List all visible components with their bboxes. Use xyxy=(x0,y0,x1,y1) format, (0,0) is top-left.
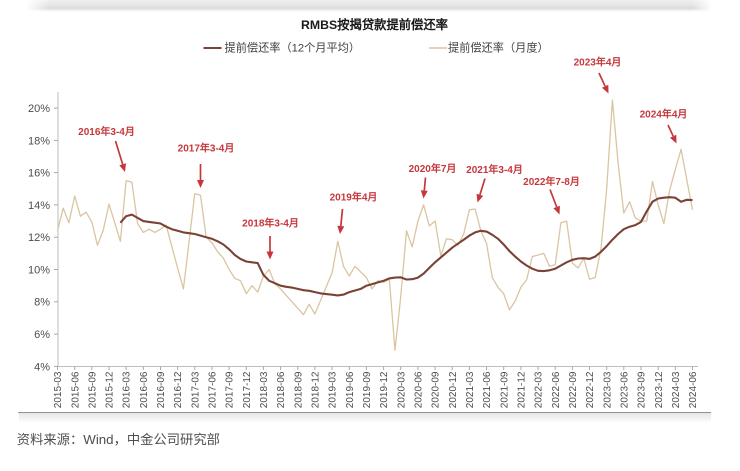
svg-text:12%: 12% xyxy=(28,232,50,244)
svg-text:2016-03: 2016-03 xyxy=(122,371,133,408)
svg-text:2015-12: 2015-12 xyxy=(105,371,116,408)
svg-text:2016-12: 2016-12 xyxy=(173,371,184,408)
svg-text:2018-03: 2018-03 xyxy=(259,371,270,408)
svg-text:2022-12: 2022-12 xyxy=(585,371,596,408)
svg-text:2017-03: 2017-03 xyxy=(190,371,201,408)
svg-text:2020-03: 2020-03 xyxy=(396,371,407,408)
svg-text:2015-06: 2015-06 xyxy=(70,371,81,408)
svg-text:2024-06: 2024-06 xyxy=(688,371,699,408)
svg-text:2022年7-8月: 2022年7-8月 xyxy=(523,175,580,188)
svg-text:2017-06: 2017-06 xyxy=(208,371,219,408)
svg-text:2023-12: 2023-12 xyxy=(654,371,665,408)
svg-text:16%: 16% xyxy=(28,168,50,180)
svg-text:6%: 6% xyxy=(34,329,50,341)
svg-text:2021-06: 2021-06 xyxy=(482,371,493,408)
svg-text:2023年4月: 2023年4月 xyxy=(574,56,622,69)
svg-text:2023-03: 2023-03 xyxy=(602,371,613,408)
svg-text:2021年3-4月: 2021年3-4月 xyxy=(466,163,523,176)
svg-text:提前偿还率（12个月平均）: 提前偿还率（12个月平均） xyxy=(225,41,361,55)
svg-text:RMBS按揭贷款提前偿还率: RMBS按揭贷款提前偿还率 xyxy=(301,17,448,32)
svg-text:2023-09: 2023-09 xyxy=(637,371,648,408)
svg-text:18%: 18% xyxy=(28,135,50,147)
svg-text:2017-12: 2017-12 xyxy=(242,371,253,408)
svg-text:2022-06: 2022-06 xyxy=(551,371,562,408)
svg-text:8%: 8% xyxy=(34,297,50,309)
svg-text:2020年7月: 2020年7月 xyxy=(409,162,457,175)
svg-text:2018-09: 2018-09 xyxy=(293,371,304,408)
svg-text:2022-09: 2022-09 xyxy=(568,371,579,408)
svg-text:2016年3-4月: 2016年3-4月 xyxy=(78,125,135,138)
svg-text:2019-06: 2019-06 xyxy=(345,371,356,408)
svg-text:2018年3-4月: 2018年3-4月 xyxy=(242,217,299,230)
svg-text:资料来源：Wind，中金公司研究部: 资料来源：Wind，中金公司研究部 xyxy=(17,432,220,447)
svg-text:2019-03: 2019-03 xyxy=(328,371,339,408)
svg-text:10%: 10% xyxy=(28,264,50,276)
svg-text:2021-09: 2021-09 xyxy=(499,371,510,408)
svg-text:2017年3-4月: 2017年3-4月 xyxy=(178,142,235,155)
svg-text:2021-03: 2021-03 xyxy=(465,371,476,408)
svg-text:20%: 20% xyxy=(28,103,50,115)
svg-text:2019年4月: 2019年4月 xyxy=(330,191,378,204)
svg-text:2023-06: 2023-06 xyxy=(619,371,630,408)
svg-text:2015-03: 2015-03 xyxy=(53,371,64,408)
svg-text:2020-06: 2020-06 xyxy=(414,371,425,408)
svg-text:2021-12: 2021-12 xyxy=(517,371,528,408)
svg-text:2024-03: 2024-03 xyxy=(671,371,682,408)
svg-text:2016-06: 2016-06 xyxy=(139,371,150,408)
svg-text:2024年4月: 2024年4月 xyxy=(640,108,688,121)
svg-text:4%: 4% xyxy=(34,361,50,373)
svg-text:2015-09: 2015-09 xyxy=(87,371,98,408)
svg-text:2016-09: 2016-09 xyxy=(156,371,167,408)
svg-text:2019-12: 2019-12 xyxy=(379,371,390,408)
svg-text:提前偿还率（月度）: 提前偿还率（月度） xyxy=(448,41,549,55)
svg-text:14%: 14% xyxy=(28,200,50,212)
svg-text:2019-09: 2019-09 xyxy=(362,371,373,408)
svg-text:2020-09: 2020-09 xyxy=(431,371,442,408)
svg-text:2022-03: 2022-03 xyxy=(534,371,545,408)
svg-text:2018-12: 2018-12 xyxy=(311,371,322,408)
svg-text:2018-06: 2018-06 xyxy=(276,371,287,408)
svg-text:2017-09: 2017-09 xyxy=(225,371,236,408)
svg-text:2020-12: 2020-12 xyxy=(448,371,459,408)
